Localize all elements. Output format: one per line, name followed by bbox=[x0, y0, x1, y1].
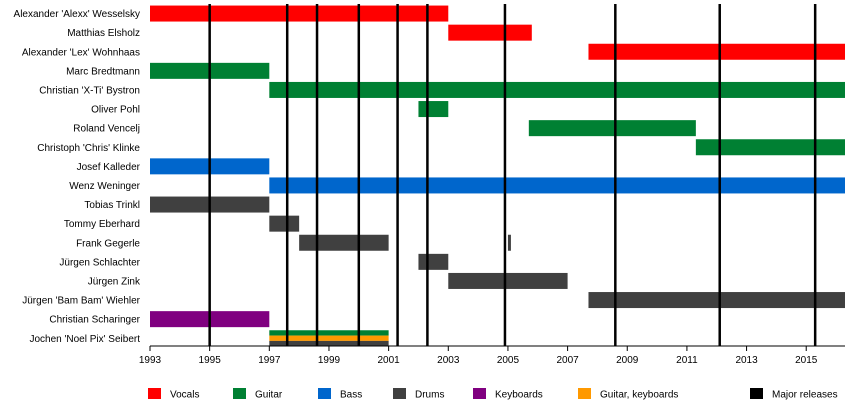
bar-alexander-lex-wohnhaas-vocals bbox=[588, 43, 845, 60]
bar-wenz-weninger-bass bbox=[269, 177, 845, 194]
member-label-j-rgen-zink: Jürgen Zink bbox=[88, 276, 141, 287]
legend-swatch-major-releases bbox=[750, 388, 763, 399]
x-tick-label: 1999 bbox=[318, 355, 341, 366]
bar-roland-vencelj-guitar bbox=[528, 120, 696, 137]
member-label-j-rgen-bam-bam-wiehler: Jürgen 'Bam Bam' Wiehler bbox=[22, 296, 140, 307]
x-tick-label: 1997 bbox=[258, 355, 281, 366]
x-tick-label: 2001 bbox=[378, 355, 401, 366]
x-tick-label: 2013 bbox=[735, 355, 758, 366]
x-tick-label: 1995 bbox=[199, 355, 222, 366]
bar-jochen-noel-pix-seibert-guitar-keyboards bbox=[269, 335, 389, 341]
bar-oliver-pohl-guitar bbox=[418, 101, 449, 118]
bar-christian-x-ti-bystron-guitar bbox=[269, 81, 845, 98]
member-label-alexander-lex-wohnhaas: Alexander 'Lex' Wohnhaas bbox=[22, 47, 140, 58]
member-label-j-rgen-schlachter: Jürgen Schlachter bbox=[59, 257, 140, 268]
bar-matthias-elsholz-vocals bbox=[448, 24, 532, 41]
major-release-lines bbox=[208, 4, 817, 346]
member-label-josef-kalleder: Josef Kalleder bbox=[77, 162, 141, 173]
bar-frank-gegerle-drums bbox=[299, 234, 389, 251]
legend-label-bass: Bass bbox=[340, 390, 362, 401]
member-labels: Alexander 'Alexx' Wesselsky Matthias Elsh… bbox=[14, 9, 141, 345]
bar-j-rgen-zink-drums bbox=[448, 272, 568, 289]
legend-label-guitar-keyboards: Guitar, keyboards bbox=[600, 390, 678, 401]
member-label-jochen-noel-pix-seibert: Jochen 'Noel Pix' Seibert bbox=[29, 334, 140, 345]
legend-swatch-guitar-keyboards bbox=[578, 388, 591, 399]
member-label-christian-scharinger: Christian Scharinger bbox=[49, 315, 140, 326]
x-tick-label: 2005 bbox=[497, 355, 520, 366]
legend-swatch-guitar bbox=[233, 388, 246, 399]
member-label-roland-vencelj: Roland Vencelj bbox=[73, 124, 140, 135]
bar-christoph-chris-klinke-guitar bbox=[695, 139, 845, 156]
member-label-alexander-alexx-wesselsky: Alexander 'Alexx' Wesselsky bbox=[14, 9, 140, 20]
x-tick-label: 2011 bbox=[676, 355, 698, 366]
bar-j-rgen-bam-bam-wiehler-drums bbox=[588, 292, 845, 309]
bar-frank-gegerle-drums bbox=[507, 234, 511, 251]
x-tick-label: 2009 bbox=[616, 355, 639, 366]
bar-jochen-noel-pix-seibert-guitar bbox=[269, 330, 389, 336]
member-label-wenz-weninger: Wenz Weninger bbox=[69, 181, 140, 192]
legend-label-keyboards: Keyboards bbox=[495, 390, 543, 401]
bar-jochen-noel-pix-seibert-drums bbox=[269, 340, 389, 347]
member-label-marc-bredtmann: Marc Bredtmann bbox=[66, 66, 140, 77]
member-label-frank-gegerle: Frank Gegerle bbox=[76, 238, 140, 249]
member-label-christian-x-ti-bystron: Christian 'X-Ti' Bystron bbox=[39, 85, 140, 96]
legend-label-major-releases: Major releases bbox=[772, 390, 838, 401]
member-label-tobias-trinkl: Tobias Trinkl bbox=[84, 200, 140, 211]
member-label-tommy-eberhard: Tommy Eberhard bbox=[64, 219, 140, 230]
member-bars bbox=[150, 5, 845, 347]
legend-label-vocals: Vocals bbox=[170, 390, 199, 401]
x-axis: 1993 1995 1997 1999 2001 2003 2005 2007 2009 2011… bbox=[139, 345, 845, 366]
legend: Vocals Guitar Bass Drums Keyboards Guitar, ke… bbox=[148, 388, 838, 401]
bar-alexander-alexx-wesselsky-vocals bbox=[150, 5, 449, 22]
x-tick-label: 2003 bbox=[437, 355, 460, 366]
legend-label-drums: Drums bbox=[415, 390, 444, 401]
legend-swatch-keyboards bbox=[473, 388, 486, 399]
bar-tommy-eberhard-drums bbox=[269, 215, 300, 232]
member-label-matthias-elsholz: Matthias Elsholz bbox=[67, 28, 140, 39]
legend-label-guitar: Guitar bbox=[255, 390, 283, 401]
bar-j-rgen-schlachter-drums bbox=[418, 253, 449, 270]
legend-swatch-bass bbox=[318, 388, 331, 399]
legend-swatch-vocals bbox=[148, 388, 161, 399]
x-tick-label: 2015 bbox=[795, 355, 818, 366]
member-label-christoph-chris-klinke: Christoph 'Chris' Klinke bbox=[37, 143, 140, 154]
legend-swatch-drums bbox=[393, 388, 406, 399]
member-label-oliver-pohl: Oliver Pohl bbox=[91, 105, 140, 116]
x-tick-label: 1993 bbox=[139, 355, 162, 366]
x-tick-label: 2007 bbox=[556, 355, 579, 366]
